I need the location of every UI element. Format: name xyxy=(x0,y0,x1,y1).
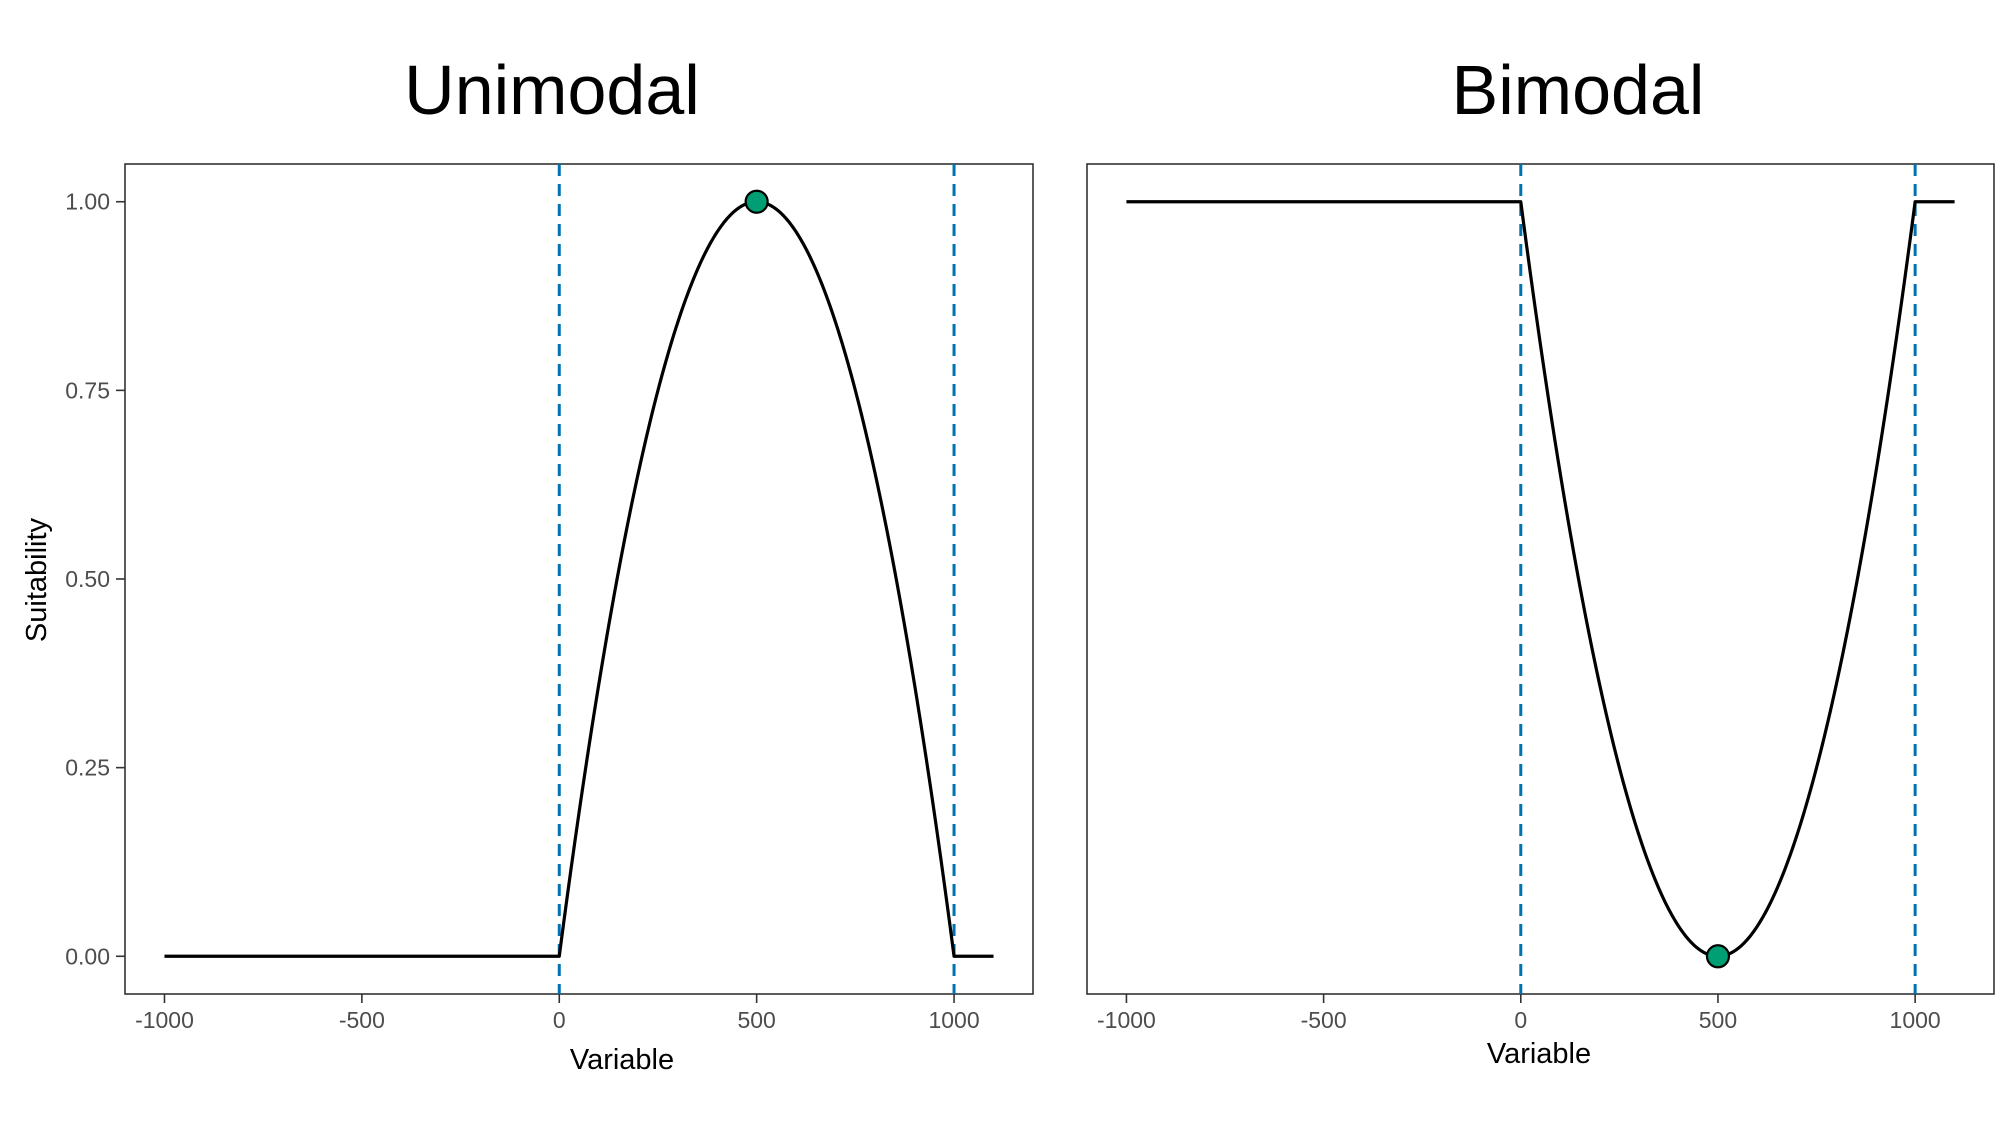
chart-title: Bimodal xyxy=(1452,51,1705,129)
y-tick-label: 0.00 xyxy=(65,943,110,969)
y-tick-label: 0.75 xyxy=(65,377,110,403)
panel-unimodal: Unimodal Variable Suitability -1000 -500 0… xyxy=(21,51,1034,1076)
optimum-point xyxy=(744,189,769,214)
x-tick-label: 500 xyxy=(737,1007,775,1033)
x-tick-label: -500 xyxy=(339,1007,385,1033)
x-tick-label: -1000 xyxy=(1097,1007,1156,1033)
y-tick-label: 0.50 xyxy=(65,566,110,592)
x-tick-label: 1000 xyxy=(928,1007,979,1033)
response-curve xyxy=(164,200,994,958)
optimum-point xyxy=(1705,944,1731,969)
response-curve xyxy=(1126,200,1955,958)
plot-frame xyxy=(1086,163,1995,995)
x-tick-label: 1000 xyxy=(1890,1007,1941,1033)
x-axis-label: Variable xyxy=(570,1044,674,1076)
x-tick-label: -1000 xyxy=(135,1007,194,1033)
y-tick-label: 0.25 xyxy=(65,755,110,781)
x-tick-label: 0 xyxy=(1514,1007,1527,1033)
panel-bimodal: Bimodal Variable -1000 -500 0 500 1000 xyxy=(1086,51,1995,1070)
x-tick-label: 0 xyxy=(553,1007,566,1033)
x-tick-label: -500 xyxy=(1301,1007,1347,1033)
y-tick-label: 1.00 xyxy=(65,189,110,215)
y-axis-label: Suitability xyxy=(21,517,53,642)
x-tick-label: 500 xyxy=(1699,1007,1737,1033)
chart-title: Unimodal xyxy=(404,51,700,129)
x-axis-label: Variable xyxy=(1487,1038,1591,1070)
